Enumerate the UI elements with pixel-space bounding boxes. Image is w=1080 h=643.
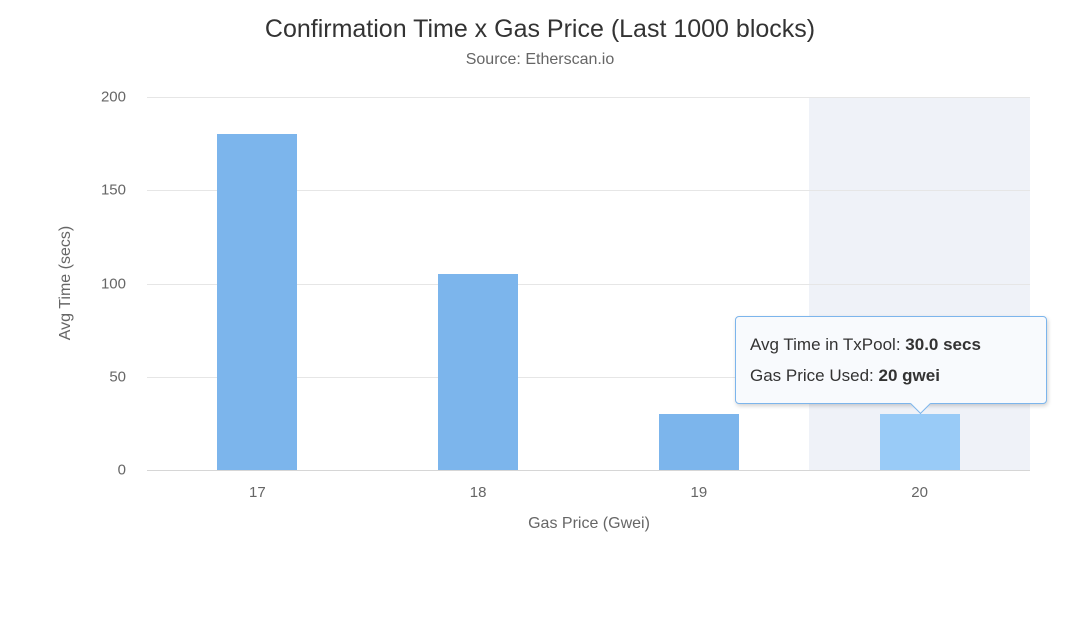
plot-area <box>147 97 1030 471</box>
tooltip-label: Avg Time in TxPool: <box>750 335 906 354</box>
x-axis-tick-label: 20 <box>911 484 928 501</box>
y-axis-tick-label: 50 <box>109 368 126 386</box>
x-axis-line <box>147 470 1030 471</box>
tooltip-label: Gas Price Used: <box>750 366 879 385</box>
y-axis-tick-label: 150 <box>100 181 126 199</box>
tooltip: Avg Time in TxPool: 30.0 secs Gas Price … <box>735 316 1047 415</box>
gridline <box>147 97 1030 98</box>
bar-gas-price-19[interactable] <box>658 414 739 470</box>
y-axis-tick-label: 0 <box>117 461 126 479</box>
chart-title: Confirmation Time x Gas Price (Last 1000… <box>264 15 816 43</box>
gridline <box>147 376 1030 378</box>
tooltip-value: 30.0 secs <box>905 335 981 354</box>
y-axis-tick-label: 100 <box>100 275 126 292</box>
x-axis-tick-label: 18 <box>469 484 487 501</box>
tooltip-pointer-mask <box>908 400 934 403</box>
chart-subtitle: Source: Etherscan.io <box>465 51 615 68</box>
x-axis-title: Gas Price (Gwei) <box>528 515 650 532</box>
tooltip-line-gas-price: Gas Price Used: 20 gwei <box>750 360 1032 391</box>
bar-gas-price-20[interactable] <box>879 414 960 470</box>
bar-gas-price-18[interactable] <box>438 274 519 470</box>
y-axis-tick-label: 200 <box>100 88 126 106</box>
bar-gas-price-17[interactable] <box>217 134 298 470</box>
x-axis-tick-label: 17 <box>249 484 266 501</box>
tooltip-line-avg-time: Avg Time in TxPool: 30.0 secs <box>750 329 1032 360</box>
gridline <box>147 283 1030 285</box>
x-axis-tick-label: 19 <box>690 484 708 501</box>
tooltip-value: 20 gwei <box>878 366 940 385</box>
gridline <box>147 190 1030 192</box>
